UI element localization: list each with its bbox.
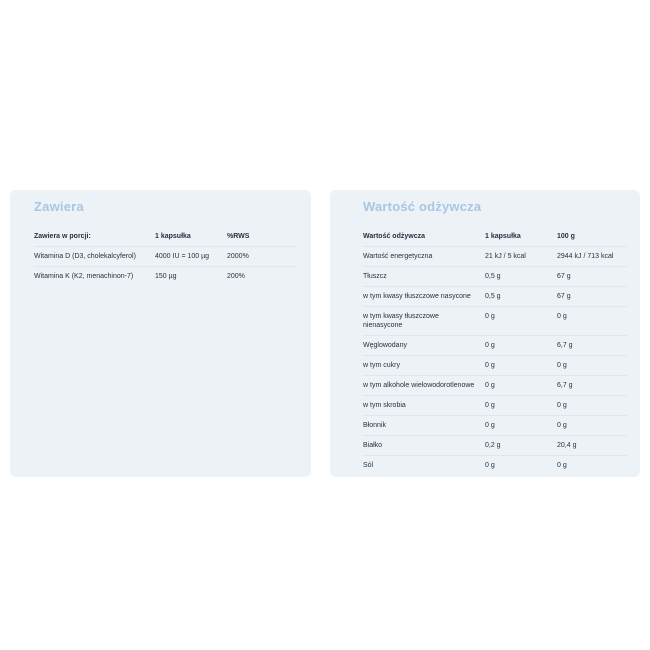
nutrient-amount: 150 µg <box>155 273 177 280</box>
nutrient-per-capsule: 0 g <box>485 313 495 320</box>
nutrient-per-capsule: 0 g <box>485 362 495 369</box>
nutrient-per-capsule: 0,2 g <box>485 442 501 449</box>
nutrient-label: w tym alkohole wielowodorotlenowe <box>363 382 475 389</box>
nutrient-label: w tym kwasy tłuszczowe nasycone <box>363 293 471 300</box>
nutrient-amount: 4000 IU = 100 µg <box>155 253 210 260</box>
table-row-starch: w tym skrobia 0 g 0 g <box>363 396 628 416</box>
table-row-carbohydrates: Węglowodany 0 g 6,7 g <box>363 336 628 356</box>
nutrition-header-label: Wartość odżywcza <box>363 233 425 240</box>
nutrient-per-100g: 0 g <box>557 362 567 369</box>
contains-header-rws: %RWS <box>227 233 250 240</box>
nutrient-per-100g: 2944 kJ / 713 kcal <box>557 253 614 260</box>
table-row-protein: Białko 0,2 g 20,4 g <box>363 436 628 456</box>
nutrient-rws: 200% <box>227 273 245 280</box>
table-row-vitamin-k: Witamina K (K2, menachinon-7) 150 µg 200… <box>34 267 297 287</box>
nutrient-per-capsule: 21 kJ / 5 kcal <box>485 253 526 260</box>
nutrient-label: Wartość energetyczna <box>363 253 433 260</box>
nutrient-label: Sól <box>363 462 374 469</box>
supplement-facts-section: Zawiera Zawiera w porcji: 1 kapsułka %RW… <box>10 190 640 477</box>
table-row-fat: Tłuszcz 0,5 g 67 g <box>363 267 628 287</box>
nutrient-per-capsule: 0 g <box>485 422 495 429</box>
table-row-salt: Sól 0 g 0 g <box>363 456 628 476</box>
table-row-fiber: Błonnik 0 g 0 g <box>363 416 628 436</box>
nutrient-per-100g: 20,4 g <box>557 442 577 449</box>
table-row-polyols: w tym alkohole wielowodorotlenowe 0 g 6,… <box>363 376 628 396</box>
table-row-energy: Wartość energetyczna 21 kJ / 5 kcal 2944… <box>363 247 628 267</box>
nutrient-per-100g: 67 g <box>557 293 571 300</box>
nutrient-per-100g: 0 g <box>557 313 567 320</box>
contains-header-capsule: 1 kapsułka <box>155 233 191 240</box>
nutrient-label: Tłuszcz <box>363 273 387 280</box>
contains-panel: Zawiera Zawiera w porcji: 1 kapsułka %RW… <box>10 190 311 477</box>
nutrient-label: w tym cukry <box>363 362 400 369</box>
nutrient-label: Błonnik <box>363 422 386 429</box>
nutrition-panel: Wartość odżywcza Wartość odżywcza 1 kaps… <box>330 190 640 477</box>
nutrient-rws: 2000% <box>227 253 249 260</box>
nutrition-panel-title: Wartość odżywcza <box>363 199 482 214</box>
table-row-vitamin-d: Witamina D (D3, cholekalcyferol) 4000 IU… <box>34 247 297 267</box>
nutrient-per-100g: 0 g <box>557 462 567 469</box>
nutrient-per-100g: 0 g <box>557 422 567 429</box>
table-row-saturated-fat: w tym kwasy tłuszczowe nasycone 0,5 g 67… <box>363 287 628 307</box>
nutrient-label: w tym kwasy tłuszczowe nienasycone <box>363 313 439 329</box>
nutrition-header-capsule: 1 kapsułka <box>485 233 521 240</box>
nutrient-label: Witamina K (K2, menachinon-7) <box>34 273 134 280</box>
contains-table-header-row: Zawiera w porcji: 1 kapsułka %RWS <box>34 226 297 247</box>
nutrient-per-capsule: 0,5 g <box>485 293 501 300</box>
nutrient-per-capsule: 0 g <box>485 382 495 389</box>
nutrition-header-100g: 100 g <box>557 233 575 240</box>
nutrient-label: Węglowodany <box>363 342 407 349</box>
nutrient-per-capsule: 0 g <box>485 402 495 409</box>
table-row-unsaturated-fat: w tym kwasy tłuszczowe nienasycone 0 g 0… <box>363 307 628 336</box>
table-row-sugars: w tym cukry 0 g 0 g <box>363 356 628 376</box>
nutrient-per-capsule: 0 g <box>485 462 495 469</box>
contains-header-serving: Zawiera w porcji: <box>34 233 91 240</box>
nutrient-label: w tym skrobia <box>363 402 406 409</box>
nutrient-per-100g: 6,7 g <box>557 382 573 389</box>
nutrition-table-header-row: Wartość odżywcza 1 kapsułka 100 g <box>363 226 628 247</box>
nutrient-per-100g: 67 g <box>557 273 571 280</box>
nutrient-per-capsule: 0,5 g <box>485 273 501 280</box>
contains-table: Zawiera w porcji: 1 kapsułka %RWS Witami… <box>34 226 297 286</box>
nutrient-label: Witamina D (D3, cholekalcyferol) <box>34 253 136 260</box>
nutrition-table: Wartość odżywcza 1 kapsułka 100 g Wartoś… <box>363 226 628 475</box>
contains-panel-title: Zawiera <box>34 199 84 214</box>
nutrient-label: Białko <box>363 442 383 449</box>
nutrient-per-capsule: 0 g <box>485 342 495 349</box>
nutrient-per-100g: 0 g <box>557 402 567 409</box>
nutrient-per-100g: 6,7 g <box>557 342 573 349</box>
